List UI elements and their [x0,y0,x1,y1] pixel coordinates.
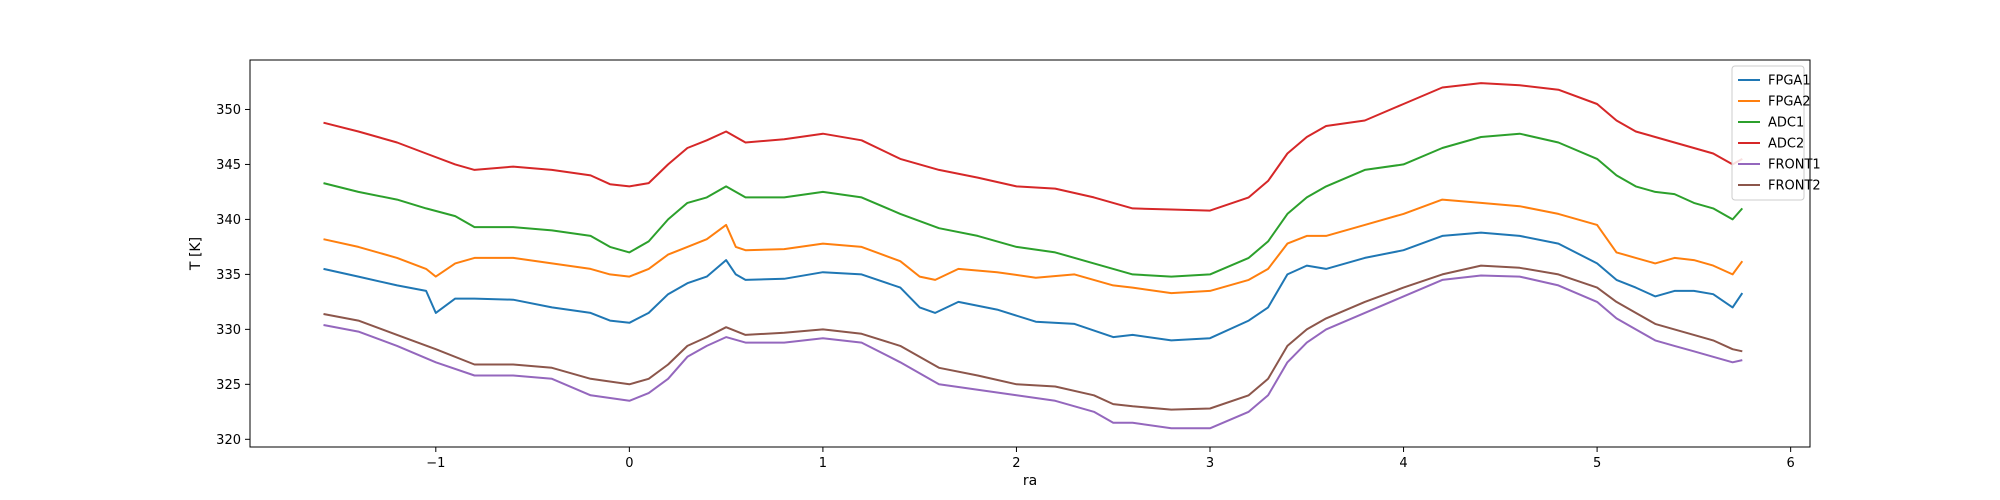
series-line-fpga2 [323,198,1744,295]
x-tick-label: 5 [1593,456,1601,471]
series-line-fpga1 [323,231,1744,342]
x-tick-label: 0 [625,456,633,471]
series-line-adc1 [323,132,1744,278]
legend: FPGA1 FPGA2 ADC1 ADC2 FRONT1 FRONT2 [1731,65,1821,201]
y-tick-label: 340 [216,213,241,228]
y-axis: 320 325 330 335 340 345 350 [216,103,250,448]
x-tick-label: 1 [819,456,827,471]
x-tick-label: 4 [1399,456,1407,471]
legend-label: FRONT1 [1768,158,1821,173]
x-axis: −1 0 1 2 3 4 5 6 [426,447,1795,471]
y-tick-label: 330 [216,323,241,338]
y-axis-label: T [K] [188,237,204,271]
x-tick-label: −1 [426,456,445,471]
series-line-front1 [323,274,1743,430]
series-layer [323,82,1744,430]
legend-label: ADC1 [1768,116,1804,131]
legend-label: FPGA2 [1768,95,1811,110]
x-tick-label: 6 [1787,456,1795,471]
x-axis-label: ra [1023,473,1037,489]
y-tick-label: 320 [216,433,241,448]
series-line-adc2 [323,82,1743,212]
y-tick-label: 345 [216,158,241,173]
x-tick-label: 2 [1012,456,1020,471]
legend-label: FRONT2 [1768,179,1821,194]
y-tick-label: 350 [216,103,241,118]
plot-frame [249,59,1811,448]
series-line-front2 [323,264,1743,411]
x-tick-label: 3 [1206,456,1214,471]
legend-label: FPGA1 [1768,74,1811,89]
legend-box [1731,65,1805,201]
y-tick-label: 325 [216,378,241,393]
y-tick-label: 335 [216,268,241,283]
legend-label: ADC2 [1768,137,1804,152]
